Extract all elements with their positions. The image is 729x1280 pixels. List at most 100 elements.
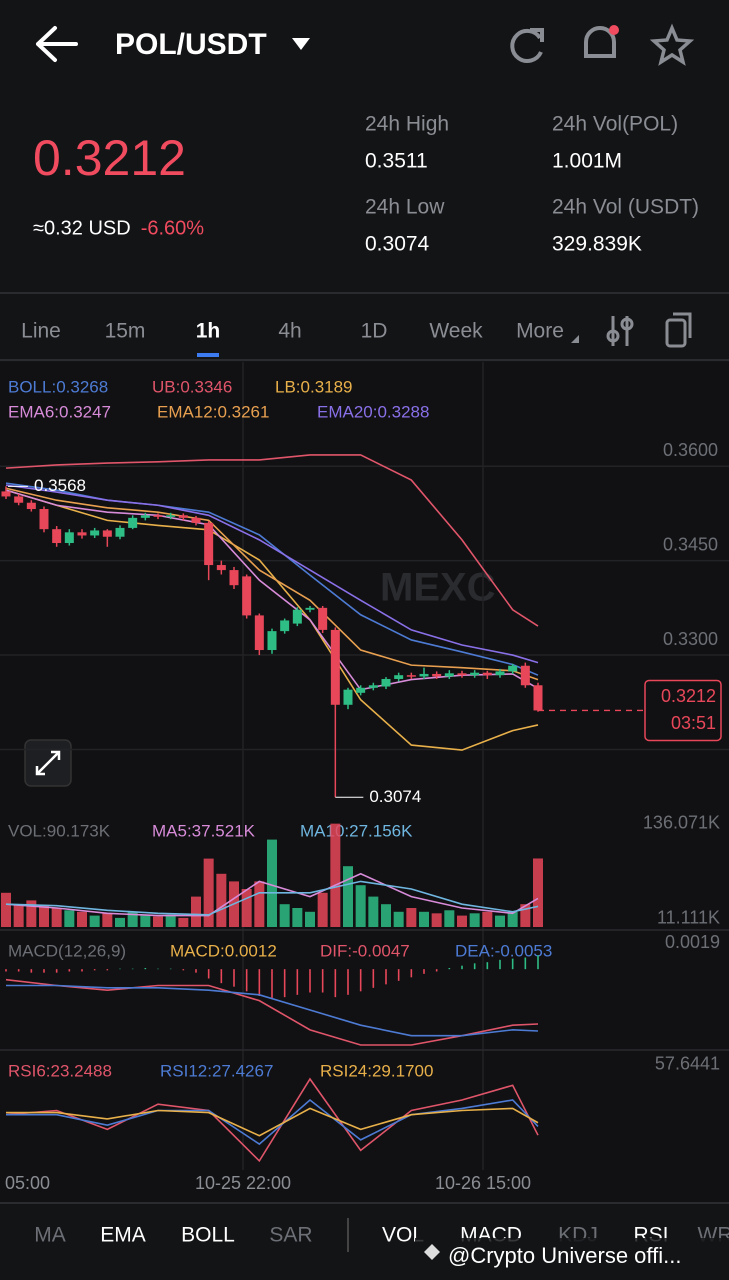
- countdown-label: 03:51: [671, 713, 716, 733]
- candle-body: [191, 517, 201, 523]
- usd-price: ≈0.32 USD: [33, 217, 131, 239]
- volume-bar: [419, 911, 429, 927]
- volume-legend: VOL:90.173K: [8, 821, 111, 840]
- volume-bar: [482, 911, 493, 927]
- volume-bar: [279, 904, 290, 927]
- volume-ma-line: [5, 872, 539, 917]
- volume-bar: [26, 900, 37, 927]
- y-tick-label: 0.3600: [663, 440, 718, 460]
- candle-body: [77, 532, 87, 536]
- volume-tick-label: 136.071K: [643, 812, 720, 832]
- max-label: 0.3568: [34, 476, 86, 495]
- candle-body: [90, 530, 100, 536]
- price-indicator-line: [5, 489, 539, 751]
- stat-label: 24h Vol (USDT): [552, 196, 699, 219]
- last-price-label: 0.3212: [661, 686, 716, 706]
- indicator-tab[interactable]: BOLL: [181, 1224, 235, 1247]
- volume-bar: [292, 908, 303, 927]
- layout-icon[interactable]: [665, 312, 692, 348]
- y-tick-label: 0.3300: [663, 629, 718, 649]
- volume-legend: MA5:37.521K: [152, 821, 256, 840]
- candle-body: [39, 509, 49, 530]
- volume-bar: [39, 905, 49, 927]
- volume-bar: [355, 885, 366, 927]
- price-indicator-line: [5, 487, 539, 681]
- macd-legend: MACD(12,26,9): [8, 941, 126, 960]
- volume-bar: [330, 823, 341, 927]
- stat-label: 24h Low: [365, 196, 445, 219]
- candle-body: [432, 673, 442, 677]
- volume-bar: [153, 916, 163, 927]
- x-tick-label: 05:00: [5, 1173, 50, 1193]
- indicator-tab[interactable]: MA: [34, 1224, 66, 1247]
- last-price-box: [644, 679, 722, 742]
- alert-icon[interactable]: [584, 25, 619, 58]
- volume-bar: [89, 915, 100, 927]
- candle-body: [267, 631, 277, 651]
- volume-bar: [216, 873, 227, 927]
- volume-bar: [469, 913, 480, 927]
- volume-bar: [77, 911, 87, 927]
- candle-body: [102, 530, 112, 537]
- indicator-legend: EMA12:0.3261: [157, 402, 269, 421]
- timeframe-tab[interactable]: More: [516, 320, 564, 343]
- candle-body: [140, 515, 150, 518]
- refresh-icon[interactable]: [510, 28, 544, 63]
- candle-body: [343, 689, 353, 705]
- candle-body: [368, 685, 378, 688]
- rsi-line: [6, 1107, 539, 1137]
- candle-body: [495, 671, 505, 676]
- watermark-bg: [415, 1238, 729, 1280]
- candle-body: [533, 685, 543, 711]
- favorite-icon[interactable]: [649, 23, 695, 66]
- macd-tick-label: 0.0019: [665, 932, 720, 952]
- candle-body: [254, 615, 264, 651]
- timeframe-tab[interactable]: 1h: [196, 320, 221, 343]
- volume-bar: [102, 913, 113, 927]
- volume-bar: [127, 911, 138, 927]
- timeframe-tab[interactable]: Week: [429, 320, 483, 343]
- candle-body: [356, 687, 366, 693]
- indicator-tab[interactable]: EMA: [100, 1224, 146, 1247]
- watermark-logo: MEXC: [380, 566, 496, 610]
- timeframe-tab[interactable]: 15m: [105, 320, 146, 343]
- stat-value: 0.3074: [365, 233, 430, 256]
- timeframe-tab[interactable]: 4h: [278, 320, 301, 343]
- volume-legend: MA10:27.156K: [300, 821, 413, 840]
- candle-body: [153, 515, 163, 517]
- volume-bar: [381, 904, 391, 927]
- stat-value: 1.001M: [552, 150, 622, 173]
- volume-bar: [191, 896, 201, 927]
- price-change: -6.60%: [141, 217, 205, 239]
- back-button[interactable]: [36, 26, 78, 62]
- candle-body: [216, 565, 226, 571]
- watermark-icon: [424, 1244, 440, 1260]
- fullscreen-button[interactable]: [24, 739, 72, 787]
- candle-body: [280, 620, 290, 632]
- candle-body: [229, 570, 239, 586]
- timeframe-tab[interactable]: Line: [21, 320, 61, 343]
- indicator-legend: BOLL:0.3268: [8, 377, 108, 396]
- indicator-tab[interactable]: VOL: [382, 1224, 424, 1247]
- volume-bar: [495, 915, 505, 927]
- pair-title[interactable]: POL/USDT: [115, 28, 267, 61]
- watermark: @Crypto Universe offi...: [448, 1243, 681, 1268]
- volume-bar: [457, 915, 467, 927]
- timeframe-tab[interactable]: 1D: [361, 320, 388, 343]
- candle-body: [318, 607, 328, 630]
- indicator-legend: UB:0.3346: [152, 377, 232, 396]
- candle-body: [178, 515, 188, 518]
- price-indicator-line: [5, 484, 539, 664]
- candle-body: [305, 607, 315, 610]
- candle-body: [330, 629, 340, 705]
- dropdown-icon: [292, 38, 310, 50]
- stat-label: 24h High: [365, 113, 449, 136]
- rsi-line: [5, 1077, 539, 1163]
- candle-body: [470, 672, 480, 676]
- indicator-settings-icon[interactable]: [606, 316, 634, 346]
- rsi-legend: RSI12:27.4267: [160, 1061, 273, 1080]
- indicator-tab[interactable]: SAR: [269, 1224, 312, 1247]
- rsi-legend: RSI24:29.1700: [320, 1061, 433, 1080]
- candle-body: [457, 673, 467, 676]
- candle-body: [292, 609, 302, 624]
